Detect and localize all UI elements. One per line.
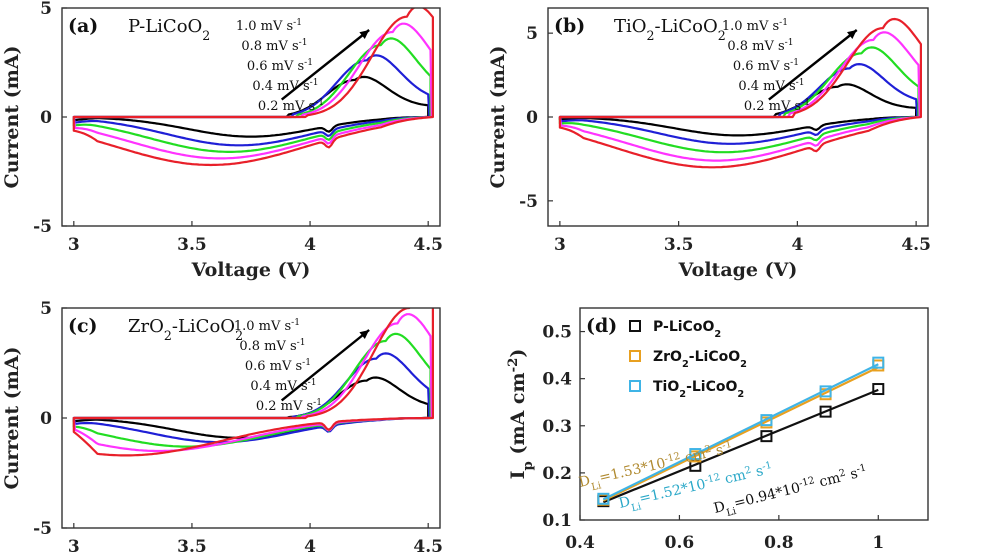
data-point [760,414,773,427]
data-point [819,405,832,418]
y-tick-label: 0 [526,108,538,128]
y-axis-label: Current (mA) [1,45,23,188]
x-tick-label: 0.6 [665,533,695,553]
scan-direction-arrow [280,29,370,101]
x-tick-label: 4.5 [413,537,443,557]
y-axis-label: Current (mA) [487,45,509,188]
legend-marker [629,350,641,362]
y-tick-label: 0.5 [542,323,572,343]
legend-marker [629,320,641,332]
cv-curve-4 [72,8,434,167]
y-tick-label: 0.1 [542,511,572,531]
y-tick-label: 0.4 [542,370,572,390]
legend-entry: TiO2-LiCoO2 [653,379,744,400]
legend-marker [629,380,641,392]
scan-rate-label: 0.2 mV s-1 [744,98,810,114]
panel-label: (c) [68,315,98,337]
x-tick-label: 1 [872,533,884,553]
panel-title: ZrO2-LiCoO2 [128,316,243,343]
cv-curves [72,8,434,167]
x-tick-label: 4 [791,235,803,255]
panel-b: 3 3.5 4 4.5 5 0 -5 Voltage (V) Current (mA) (b) Ti… [487,7,931,281]
y-tick-label: 0.3 [542,417,572,437]
scan-rate-label: 0.2 mV s-1 [256,398,322,414]
scan-rate-label: 1.0 mV s-1 [722,18,788,34]
y-tick-label: 0 [40,108,52,128]
x-tick-label: 3 [554,235,566,255]
x-tick-label: 4 [304,235,316,255]
x-tick-label: 3.5 [177,537,207,557]
scan-rate-label: 0.6 mV s-1 [245,358,311,374]
scan-rate-label: 0.6 mV s-1 [733,58,799,74]
scan-direction-arrow [768,29,858,101]
y-tick-label: 5 [526,24,538,44]
arrow-head [846,30,857,39]
scan-rate-label: 0.8 mV s-1 [241,38,307,54]
legend-entry: P-LiCoO2 [653,319,721,340]
y-tick-label: -5 [33,519,52,539]
panel-label: (d) [586,315,617,337]
panel-label: (b) [554,15,585,37]
x-tick-label: 4.5 [901,235,931,255]
panel-title: P-LiCoO2 [128,16,210,43]
scan-direction-arrow [280,329,370,402]
fit-line-2 [602,363,879,501]
data-point [597,492,610,505]
cv-curve-4 [558,17,922,169]
x-axis-label: Voltage (V) [678,259,798,281]
data-point [760,430,773,443]
x-tick-label: 4.5 [413,235,443,255]
scan-rate-label: 1.0 mV s-1 [234,318,300,334]
y-axis-label: Ip (mA cm-2) [506,349,536,480]
x-tick-label: 3 [68,537,80,557]
x-tick-label: 3.5 [664,235,694,255]
scan-rate-label: 0.8 mV s-1 [239,338,305,354]
x-tick-label: 0.8 [764,533,794,553]
x-tick-label: 3.5 [177,235,207,255]
fit-line-1 [602,366,879,502]
y-tick-label: 0 [40,409,52,429]
arrow-head [359,330,370,340]
panel-c: 3 3.5 4 4.5 5 0 -5 Current (mA) (c) ZrO2-LiCoO21.… [1,299,443,557]
x-tick-label: 0.4 [565,533,595,553]
y-tick-label: 5 [40,299,52,319]
y-tick-label: 0.2 [542,464,572,484]
data-point [872,383,885,396]
scan-rate-label: 0.8 mV s-1 [727,38,793,54]
data-point [872,356,885,369]
y-axis-label: Current (mA) [1,346,23,489]
scan-rate-label: 0.4 mV s-1 [252,78,318,94]
legend-entry: ZrO2-LiCoO2 [653,349,747,370]
cv-curves [72,308,434,457]
x-tick-label: 3 [68,235,80,255]
y-tick-label: 5 [40,0,52,19]
x-tick-label: 4 [304,537,316,557]
arrow-head [359,30,370,40]
cv-curves [558,17,922,169]
scan-rate-label: 0.6 mV s-1 [247,58,313,74]
scan-rate-label: 0.2 mV s-1 [258,98,324,114]
cv-curve-4 [72,308,434,457]
panel-label: (a) [68,15,98,37]
plot-frame [579,307,929,521]
panel-title: TiO2-LiCoO2 [614,16,726,43]
y-tick-label: -5 [519,192,538,212]
y-tick-label: -5 [33,217,52,237]
fit-line-0 [602,388,879,504]
panel-a: 3 3.5 4 4.5 5 0 -5 Voltage (V) Current (mA) (a) P-… [1,0,443,281]
scan-rate-label: 1.0 mV s-1 [236,18,302,34]
panel-d: 0.4 0.6 0.8 1 0.5 0.4 0.3 0.2 0.1 Ip (mA cm-2) P-L… [506,307,929,553]
x-axis-label: Voltage (V) [191,259,311,281]
data-point [819,385,832,398]
data-point [689,448,702,461]
